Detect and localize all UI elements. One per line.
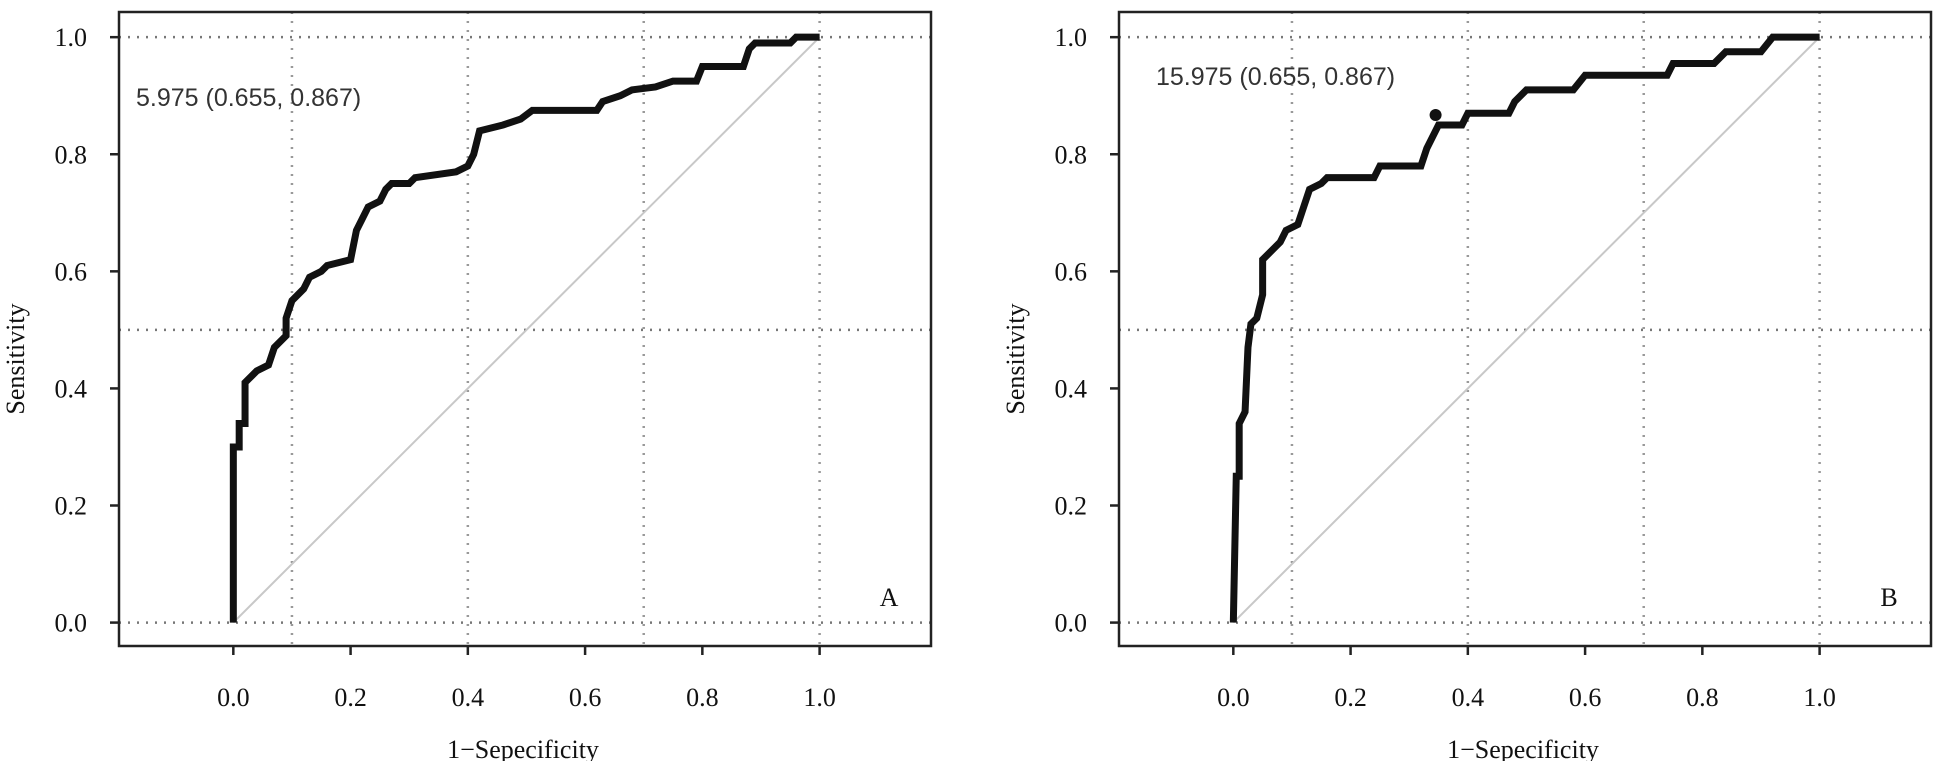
y-tick-label: 1.0 [55, 23, 88, 52]
panel-label: B [1880, 583, 1897, 612]
x-tick-label: 0.6 [1569, 683, 1602, 712]
y-tick-label: 0.2 [1055, 492, 1088, 521]
x-tick-label: 0.0 [1217, 683, 1250, 712]
x-tick-label: 1.0 [803, 683, 836, 712]
y-tick-label: 0.0 [1055, 609, 1088, 638]
x-tick-label: 1.0 [1803, 683, 1836, 712]
x-axis-label: 1−Sepecificity [1447, 735, 1599, 761]
y-tick-label: 0.6 [55, 257, 88, 286]
x-tick-label: 0.2 [1334, 683, 1367, 712]
x-tick-label: 0.8 [686, 683, 719, 712]
reference-line [1232, 36, 1821, 624]
annotation: 15.975 (0.655, 0.867) [1156, 63, 1395, 91]
y-tick-label: 0.4 [1055, 374, 1088, 403]
x-tick-label: 0.0 [217, 683, 250, 712]
x-tick-label: 0.4 [1452, 683, 1485, 712]
x-tick-label: 0.6 [569, 683, 602, 712]
y-tick-label: 1.0 [1055, 23, 1088, 52]
y-tick-label: 0.8 [1055, 140, 1088, 169]
y-tick-label: 0.4 [55, 374, 88, 403]
y-axis-label: Sensitivity [1001, 303, 1030, 414]
reference-line [232, 36, 821, 624]
plot-frame [1117, 10, 1933, 648]
y-tick-label: 0.6 [1055, 257, 1088, 286]
plot-frame [117, 10, 933, 648]
x-tick-label: 0.4 [452, 683, 485, 712]
panel-label: A [880, 583, 899, 612]
y-tick-label: 0.2 [55, 492, 88, 521]
y-axis-label: Sensitivity [1, 303, 30, 414]
annotation: 5.975 (0.655, 0.867) [136, 84, 361, 112]
x-tick-label: 0.2 [334, 683, 367, 712]
y-tick-label: 0.8 [55, 140, 88, 169]
y-tick-label: 0.0 [55, 609, 88, 638]
cutoff-point [1429, 109, 1442, 122]
roc-curve [229, 33, 820, 623]
x-tick-label: 0.8 [1686, 683, 1719, 712]
x-axis-label: 1−Sepecificity [447, 735, 599, 761]
roc-curve [1229, 33, 1820, 623]
